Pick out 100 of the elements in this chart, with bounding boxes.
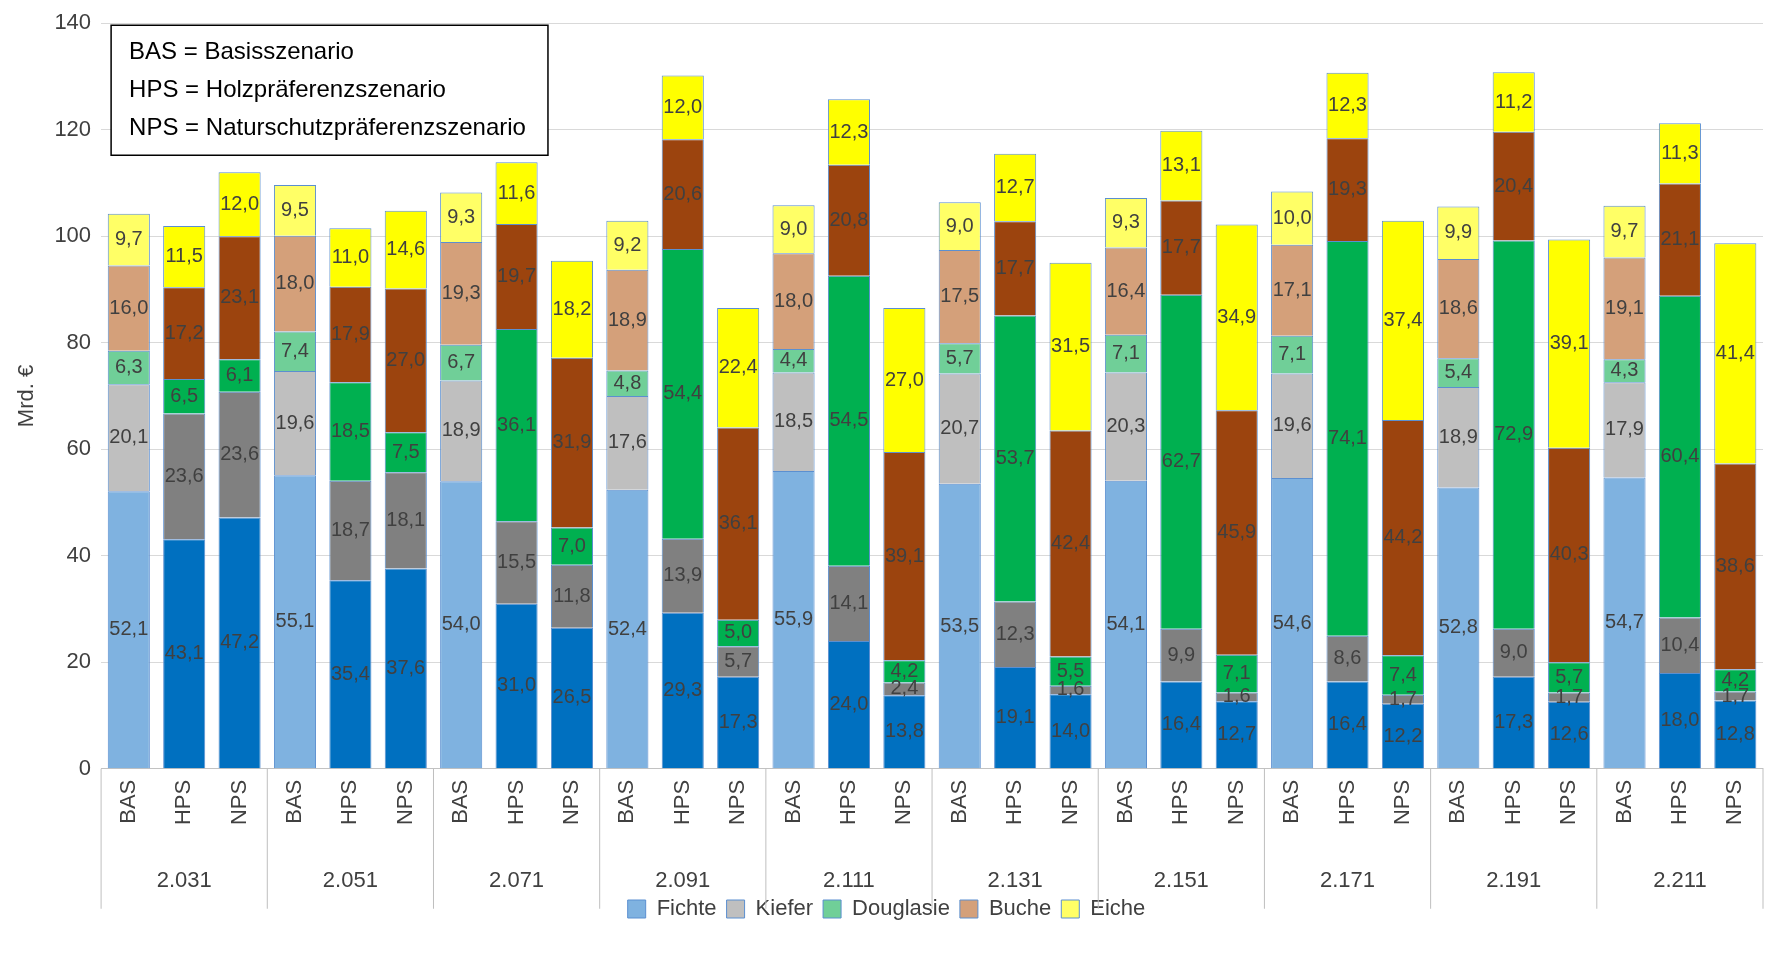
annotation: HPS = Holzpräferenzszenario xyxy=(129,74,446,102)
data-label: 18,0 xyxy=(275,271,315,294)
text: 2.071 xyxy=(489,866,545,892)
x-tick-label: NPS xyxy=(1222,779,1248,826)
x-tick-label: HPS xyxy=(1167,779,1193,826)
data-label: 6,5 xyxy=(170,383,199,406)
data-label: 36,1 xyxy=(718,511,758,534)
data-label: 5,4 xyxy=(1444,360,1473,383)
x-tick-label: BAS xyxy=(114,779,140,824)
y-tick-label: 120 xyxy=(54,115,92,141)
x-tick-label: NPS xyxy=(391,779,417,826)
data-label: 9,2 xyxy=(613,232,642,255)
x-tick-label: BAS xyxy=(613,779,639,824)
y-tick-label: 0 xyxy=(78,754,92,780)
data-label: 27,0 xyxy=(386,347,426,370)
data-label: 9,0 xyxy=(1499,640,1528,663)
data-label: 9,7 xyxy=(114,227,143,250)
data-label: 17,2 xyxy=(164,320,204,343)
x-tick-label: HPS xyxy=(668,779,694,826)
text: 2.151 xyxy=(1153,866,1209,892)
text: 2.191 xyxy=(1486,866,1542,892)
text: 2.131 xyxy=(987,866,1043,892)
data-label: 74,1 xyxy=(1328,425,1367,448)
data-label: 5,7 xyxy=(1555,664,1584,687)
data-label: 17,9 xyxy=(1605,417,1644,440)
data-label: 14,1 xyxy=(829,590,869,613)
x-tick-label: HPS xyxy=(336,779,362,826)
data-label: 18,0 xyxy=(774,288,814,311)
data-label: 4,3 xyxy=(1610,358,1639,381)
data-label: 12,3 xyxy=(995,621,1035,644)
data-label: 52,8 xyxy=(1438,615,1478,638)
text: 2.111 xyxy=(823,866,875,892)
data-label: 18,7 xyxy=(330,517,370,540)
data-label: 11,2 xyxy=(1494,89,1533,112)
x-tick-label: NPS xyxy=(1721,779,1747,826)
data-label: 29,3 xyxy=(663,678,703,701)
data-label: 52,1 xyxy=(109,617,149,640)
data-label: 12,6 xyxy=(1549,722,1589,745)
data-label: 19,6 xyxy=(275,410,315,433)
data-label: 52,4 xyxy=(607,616,647,639)
x-tick-label: NPS xyxy=(225,779,251,826)
x-tick-label: HPS xyxy=(1001,779,1027,826)
text: 2.091 xyxy=(655,866,711,892)
data-label: 17,7 xyxy=(995,255,1035,278)
x-tick-label: BAS xyxy=(779,779,805,824)
data-label: 34,9 xyxy=(1217,304,1257,327)
legend-label: Eiche xyxy=(1090,895,1146,921)
data-label: 12,8 xyxy=(1715,721,1755,744)
data-label: 12,7 xyxy=(995,175,1035,198)
data-label: 9,0 xyxy=(779,216,808,239)
data-label: 12,3 xyxy=(1328,92,1367,115)
data-label: 11,0 xyxy=(331,245,370,268)
data-label: 53,7 xyxy=(995,446,1035,469)
data-label: 9,9 xyxy=(1444,220,1473,243)
data-label: 45,9 xyxy=(1217,520,1257,543)
data-label: 12,0 xyxy=(663,94,703,117)
x-tick-label: BAS xyxy=(1444,779,1470,824)
data-label: 72,9 xyxy=(1494,422,1534,445)
data-label: 18,9 xyxy=(607,307,647,330)
data-label: 12,3 xyxy=(829,119,869,142)
data-label: 43,1 xyxy=(164,641,204,664)
data-label: 36,1 xyxy=(497,412,537,435)
annotation: NPS = Naturschutzpräferenzszenario xyxy=(129,112,526,140)
data-label: 20,8 xyxy=(829,207,869,230)
data-label: 22,4 xyxy=(718,355,758,378)
data-label: 23,1 xyxy=(220,285,260,308)
y-tick-label: 20 xyxy=(66,648,92,674)
data-label: 23,6 xyxy=(164,463,204,486)
data-label: 5,0 xyxy=(724,620,753,643)
data-label: 18,5 xyxy=(774,409,814,432)
data-label: 17,3 xyxy=(718,709,758,732)
data-label: 9,5 xyxy=(281,197,309,220)
x-tick-label: HPS xyxy=(835,779,861,826)
data-label: 31,0 xyxy=(497,673,537,696)
x-tick-label: HPS xyxy=(170,779,196,826)
legend-label: Kiefer xyxy=(755,895,814,921)
data-label: 62,7 xyxy=(1161,449,1201,472)
data-label: 20,3 xyxy=(1106,414,1146,437)
data-label: 12,2 xyxy=(1383,723,1423,746)
x-tick-label: HPS xyxy=(1499,779,1525,826)
data-label: 5,7 xyxy=(724,648,753,671)
data-label: 19,1 xyxy=(995,705,1035,728)
data-label: 4,4 xyxy=(779,348,808,371)
data-label: 16,0 xyxy=(109,295,149,318)
data-label: 9,7 xyxy=(1610,219,1639,242)
data-label: 53,5 xyxy=(940,613,980,636)
data-label: 7,4 xyxy=(1389,662,1417,685)
data-label: 54,1 xyxy=(1106,611,1146,634)
data-label: 54,4 xyxy=(663,381,703,404)
data-label: 13,1 xyxy=(1161,153,1201,176)
data-label: 18,5 xyxy=(330,418,370,441)
y-tick-label: 100 xyxy=(54,222,92,248)
x-tick-label: NPS xyxy=(558,779,584,826)
x-tick-label: BAS xyxy=(281,779,307,824)
data-label: 5,7 xyxy=(945,345,974,368)
x-tick-label: NPS xyxy=(1388,779,1414,826)
data-label: 17,1 xyxy=(1272,277,1312,300)
data-label: 20,7 xyxy=(940,416,980,439)
data-label: 11,5 xyxy=(165,244,203,267)
data-label: 54,6 xyxy=(1272,610,1312,633)
